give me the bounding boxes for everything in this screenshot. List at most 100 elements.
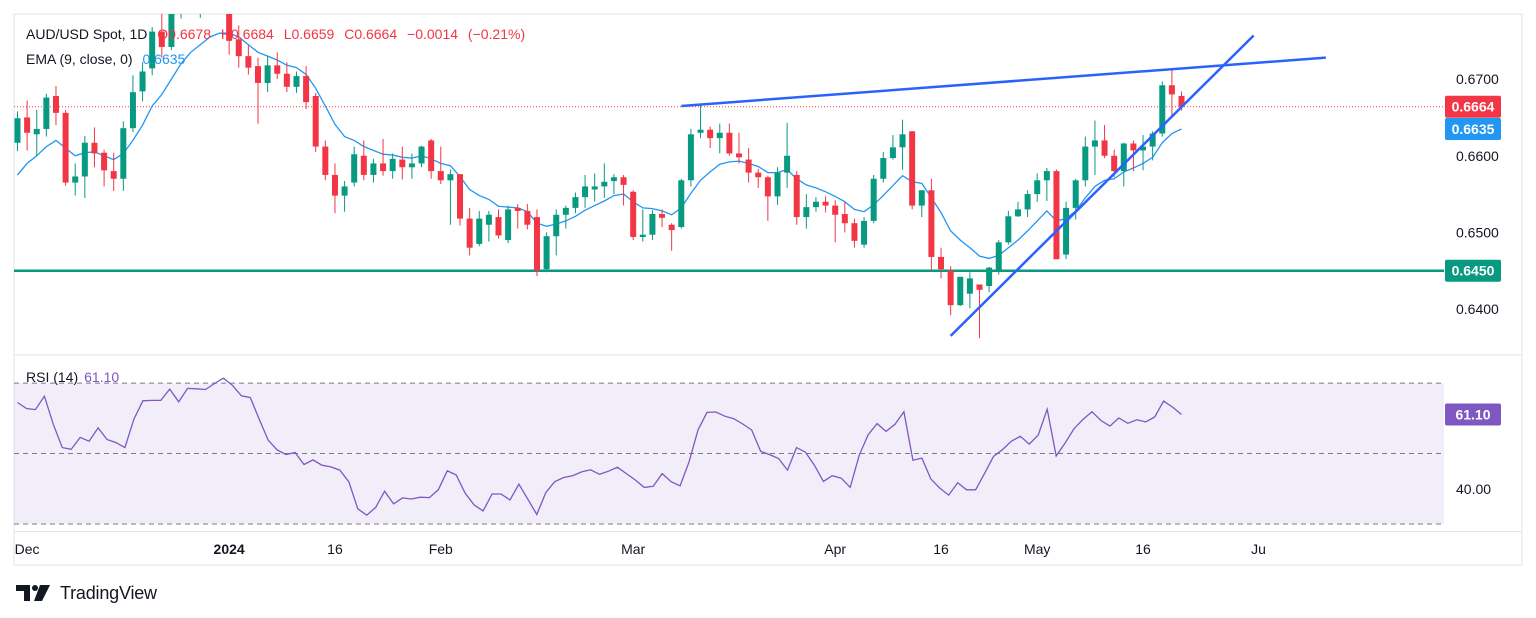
candle-body	[495, 217, 502, 236]
candle	[81, 135, 88, 198]
time-tick-label: 16	[327, 541, 343, 557]
candle	[841, 201, 848, 233]
candle	[72, 163, 79, 196]
candle	[928, 178, 935, 271]
candle	[52, 86, 59, 126]
candle	[851, 218, 858, 248]
candle-body	[918, 190, 925, 206]
candle	[180, 14, 182, 19]
low-value: L0.6659	[283, 26, 335, 42]
candle-body	[639, 234, 646, 237]
candle	[43, 93, 50, 137]
candle-body	[72, 176, 79, 183]
candle	[24, 100, 31, 151]
candle-body	[351, 154, 358, 183]
candle	[572, 192, 579, 214]
candle-body	[1149, 133, 1156, 147]
candle-body	[341, 186, 348, 196]
candle	[697, 103, 704, 139]
candle	[1168, 68, 1175, 118]
symbol-title: AUD/USD Spot, 1D	[26, 26, 148, 42]
candle-body	[457, 174, 464, 219]
candle-body	[62, 112, 69, 183]
candle	[255, 57, 261, 124]
candle	[380, 138, 387, 176]
candle-body	[533, 217, 540, 271]
candle	[1005, 210, 1012, 245]
candle-body	[283, 73, 290, 87]
candle	[659, 209, 666, 228]
candle-body	[235, 39, 242, 57]
candle-body	[659, 214, 666, 218]
candle	[476, 210, 483, 247]
time-tick-label: Mar	[621, 541, 645, 557]
candle	[938, 247, 945, 279]
rsi-value-badge-label: 61.10	[1455, 406, 1490, 422]
candle-body	[1120, 143, 1127, 172]
candle	[264, 56, 271, 93]
candle	[889, 135, 896, 160]
candle-body	[803, 207, 810, 218]
candle	[716, 123, 723, 154]
candle	[976, 284, 983, 339]
candle-body	[909, 131, 916, 206]
time-tick-label: 16	[1135, 541, 1151, 557]
ema-legend-value: 0.6635	[142, 51, 186, 67]
tradingview-brand[interactable]: TradingView	[16, 582, 157, 604]
candle	[14, 111, 21, 152]
candle	[437, 146, 444, 185]
candle-body	[485, 214, 492, 225]
candle	[485, 210, 492, 242]
candle	[293, 71, 300, 93]
candle-body	[620, 177, 627, 185]
candle-body	[293, 76, 300, 87]
candle-body	[1091, 140, 1098, 147]
candle-body	[928, 190, 935, 257]
candle	[466, 207, 473, 256]
candle-body	[687, 134, 694, 181]
candle	[110, 152, 117, 192]
candle-body	[591, 186, 598, 190]
candle-body	[610, 177, 617, 182]
close-value: C0.6664	[344, 26, 398, 42]
rsi-value-badge	[1445, 403, 1501, 426]
candle-body	[380, 163, 387, 172]
candle-body	[1130, 143, 1137, 151]
candle-body	[668, 224, 675, 231]
candle	[399, 146, 406, 180]
change-value: −0.0014	[407, 26, 459, 42]
candle	[217, 0, 223, 10]
candle-body	[110, 171, 117, 179]
candle-body	[226, 14, 233, 41]
candle	[736, 132, 742, 164]
candle	[303, 66, 310, 110]
candle-body	[255, 66, 261, 83]
rsi-tick-label: 40.00	[1456, 481, 1491, 497]
candle	[620, 174, 627, 206]
candle-body	[899, 134, 906, 148]
candle	[158, 14, 165, 58]
candle	[562, 205, 569, 229]
candle	[514, 204, 521, 229]
candle-body	[24, 117, 31, 133]
candle-body	[370, 163, 377, 175]
candle	[226, 14, 233, 55]
candle-body	[784, 155, 791, 173]
candle-body	[1053, 171, 1060, 260]
candle-body	[630, 191, 637, 237]
candle	[1034, 173, 1041, 202]
candle-body	[553, 214, 560, 237]
candle	[33, 109, 40, 157]
candle	[207, 0, 213, 10]
candle-body	[188, 0, 194, 3]
rsi-pane	[14, 377, 1444, 525]
candle	[822, 196, 829, 213]
candle-body	[851, 223, 858, 241]
candle	[812, 197, 819, 212]
candle	[649, 210, 656, 241]
candle-body	[408, 163, 415, 168]
candle	[274, 52, 281, 80]
candle-body	[197, 0, 203, 3]
candle	[726, 123, 733, 156]
candle	[360, 140, 367, 181]
